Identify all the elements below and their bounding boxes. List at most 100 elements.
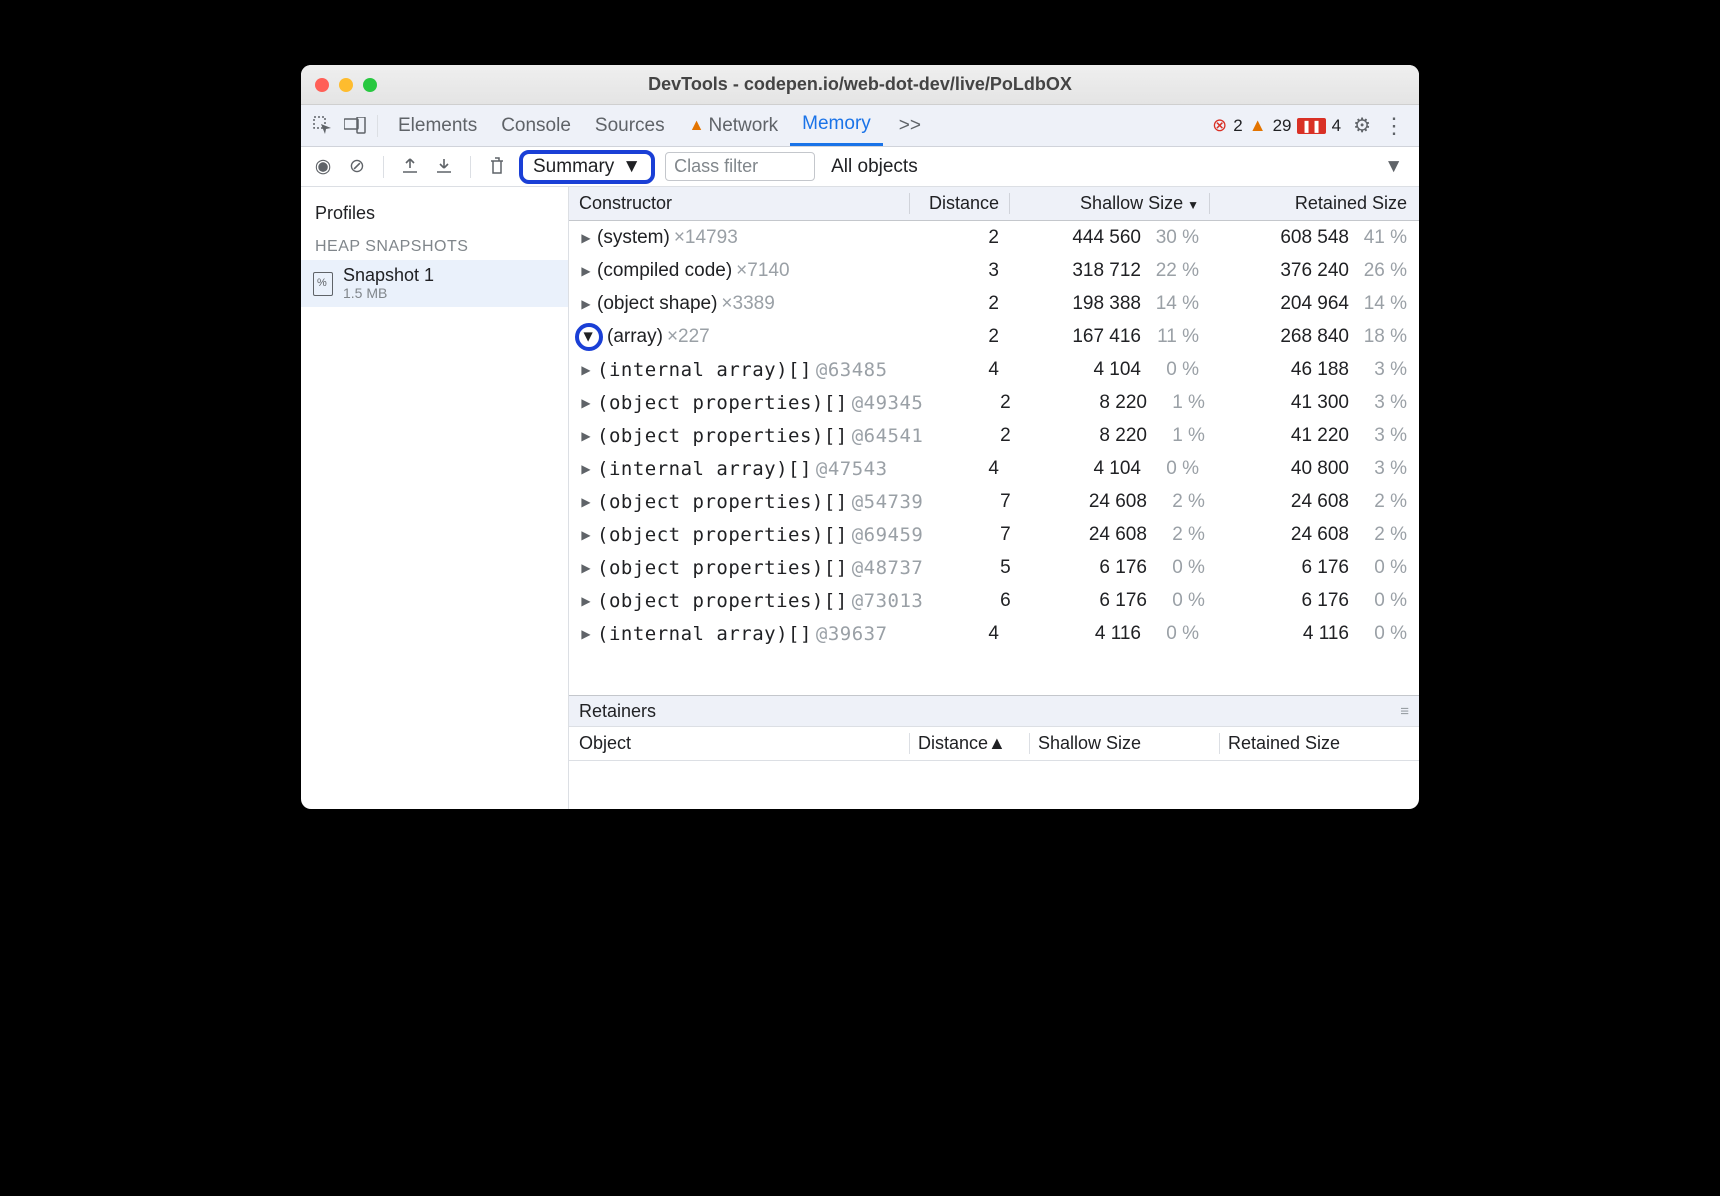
class-filter-input[interactable]: [665, 152, 815, 181]
constructor-suffix: @47543: [816, 458, 888, 480]
constructor-cell: ▶(compiled code) ×7140: [569, 260, 909, 282]
tab-sources[interactable]: Sources: [583, 105, 677, 146]
distance-cell: 4: [909, 623, 1009, 645]
table-row[interactable]: ▶(internal array)[] @4754344 1040 %40 80…: [569, 452, 1419, 485]
tab-label: Elements: [398, 115, 477, 137]
load-profile-icon[interactable]: [398, 156, 422, 178]
expand-icon[interactable]: ▶: [579, 627, 593, 641]
save-profile-icon[interactable]: [432, 156, 456, 178]
expand-icon[interactable]: ▶: [579, 561, 593, 575]
profiles-title: Profiles: [301, 195, 568, 232]
expand-icon[interactable]: ▶: [579, 396, 593, 410]
retainers-col-shallow[interactable]: Shallow Size: [1029, 733, 1219, 754]
retained-cell: 24 6082 %: [1215, 491, 1419, 513]
tabs-overflow-button[interactable]: >>: [887, 105, 933, 146]
shallow-cell: 6 1760 %: [1021, 590, 1215, 612]
table-row[interactable]: ▶(internal array)[] @6348544 1040 %46 18…: [569, 353, 1419, 386]
shallow-cell: 167 41611 %: [1009, 326, 1209, 348]
divider: [470, 156, 471, 178]
shallow-cell: 318 71222 %: [1009, 260, 1209, 282]
tab-console[interactable]: Console: [489, 105, 583, 146]
expand-icon[interactable]: ▶: [579, 363, 593, 377]
retainers-col-retained[interactable]: Retained Size: [1219, 733, 1419, 754]
constructor-name: (compiled code): [597, 260, 732, 282]
tab-label: Network: [708, 115, 778, 137]
expand-icon[interactable]: ▶: [579, 429, 593, 443]
retainers-columns: Object Distance▲ Shallow Size Retained S…: [569, 727, 1419, 761]
retainers-header[interactable]: Retainers ≡: [569, 695, 1419, 727]
expand-icon[interactable]: ▶: [579, 264, 593, 278]
data-pane: Constructor Distance Shallow Size▼ Retai…: [569, 187, 1419, 809]
snapshot-item[interactable]: Snapshot 1 1.5 MB: [301, 260, 568, 307]
retainers-col-distance[interactable]: Distance▲: [909, 733, 1029, 754]
expand-icon[interactable]: ▶: [579, 231, 593, 245]
gc-icon[interactable]: [485, 156, 509, 178]
distance-cell: 2: [923, 425, 1020, 447]
clear-icon[interactable]: ⊘: [345, 155, 369, 178]
object-scope-label[interactable]: All objects: [831, 156, 918, 178]
table-row[interactable]: ▶(object properties)[] @7301366 1760 %6 …: [569, 584, 1419, 617]
expand-icon[interactable]: ▶: [579, 495, 593, 509]
chevron-down-icon[interactable]: ▼: [1384, 156, 1403, 178]
header-distance[interactable]: Distance: [909, 193, 1009, 214]
expand-icon[interactable]: ▶: [579, 528, 593, 542]
shallow-cell: 198 38814 %: [1009, 293, 1209, 315]
tab-label: Memory: [802, 113, 871, 135]
header-shallow[interactable]: Shallow Size▼: [1009, 193, 1209, 214]
snapshot-size: 1.5 MB: [343, 286, 434, 301]
inspect-icon[interactable]: [309, 116, 337, 136]
tab-network[interactable]: ▲Network: [677, 105, 791, 146]
table-row[interactable]: ▶(object properties)[] @4934528 2201 %41…: [569, 386, 1419, 419]
table-row[interactable]: ▶(compiled code) ×71403318 71222 %376 24…: [569, 254, 1419, 287]
collapse-icon[interactable]: ▶: [582, 330, 596, 344]
table-row[interactable]: ▶(object properties)[] @54739724 6082 %2…: [569, 485, 1419, 518]
view-selector[interactable]: Summary ▼: [519, 150, 655, 184]
constructor-cell: ▶(object properties)[] @69459: [569, 524, 923, 546]
header-retained[interactable]: Retained Size: [1209, 193, 1419, 214]
status-counts[interactable]: ⊗2 ▲29 ❚❚4: [1212, 115, 1341, 136]
shallow-cell: 444 56030 %: [1009, 227, 1209, 249]
chevron-down-icon: ▼: [622, 156, 641, 178]
retained-cell: 46 1883 %: [1209, 359, 1419, 381]
table-row[interactable]: ▶(object properties)[] @4873756 1760 %6 …: [569, 551, 1419, 584]
retainers-title: Retainers: [579, 701, 656, 722]
shallow-cell: 6 1760 %: [1021, 557, 1215, 579]
retainers-col-object[interactable]: Object: [569, 733, 909, 754]
record-icon[interactable]: ◉: [311, 155, 335, 178]
distance-cell: 4: [909, 359, 1009, 381]
expand-icon[interactable]: ▶: [579, 297, 593, 311]
device-toggle-icon[interactable]: [341, 117, 369, 135]
more-icon[interactable]: ⋮: [1383, 113, 1405, 139]
constructor-suffix: @73013: [852, 590, 924, 612]
constructor-name: (internal array)[]: [597, 359, 812, 381]
shallow-cell: 4 1160 %: [1009, 623, 1209, 645]
table-row[interactable]: ▶(object properties)[] @6454128 2201 %41…: [569, 419, 1419, 452]
table-row[interactable]: ▶(array) ×2272167 41611 %268 84018 %: [569, 320, 1419, 353]
constructor-name: (object properties)[]: [597, 524, 848, 546]
table-row[interactable]: ▶(system) ×147932444 56030 %608 54841 %: [569, 221, 1419, 254]
header-constructor[interactable]: Constructor: [569, 193, 909, 214]
constructor-name: (internal array)[]: [597, 623, 812, 645]
expand-icon[interactable]: ▶: [579, 462, 593, 476]
expand-icon[interactable]: ▶: [579, 594, 593, 608]
table-row[interactable]: ▶(object properties)[] @69459724 6082 %2…: [569, 518, 1419, 551]
tab-elements[interactable]: Elements: [386, 105, 489, 146]
error-icon: ⊗: [1212, 115, 1227, 136]
retained-cell: 204 96414 %: [1209, 293, 1419, 315]
settings-icon[interactable]: ⚙: [1353, 113, 1371, 138]
view-selector-label: Summary: [533, 156, 614, 178]
table-row[interactable]: ▶(object shape) ×33892198 38814 %204 964…: [569, 287, 1419, 320]
table-row[interactable]: ▶(internal array)[] @3963744 1160 %4 116…: [569, 617, 1419, 650]
retained-cell: 24 6082 %: [1215, 524, 1419, 546]
constructor-cell: ▶(internal array)[] @63485: [569, 359, 909, 381]
constructor-cell: ▶(array) ×227: [569, 323, 909, 351]
tab-memory[interactable]: Memory: [790, 105, 883, 146]
snapshot-name: Snapshot 1: [343, 266, 434, 286]
shallow-cell: 24 6082 %: [1021, 491, 1215, 513]
issue-count: 4: [1332, 116, 1341, 136]
retained-cell: 608 54841 %: [1209, 227, 1419, 249]
constructor-cell: ▶(object properties)[] @48737: [569, 557, 923, 579]
retainers-body: [569, 761, 1419, 809]
retainers-menu-icon[interactable]: ≡: [1400, 703, 1409, 720]
constructor-name: (array): [607, 326, 663, 348]
